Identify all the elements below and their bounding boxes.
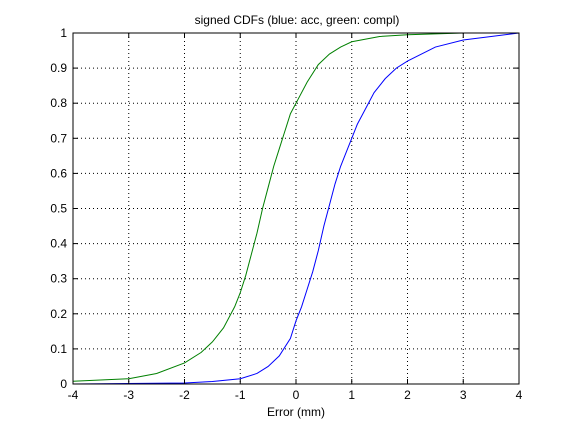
x-axis-title: Error (mm): [267, 405, 325, 419]
x-tick-label: -3: [123, 388, 134, 402]
x-tick-label: 0: [293, 388, 300, 402]
grid-lines: [73, 33, 519, 384]
series-line-blue: [72, 32, 520, 385]
x-tick-label: 2: [404, 388, 411, 402]
y-tick-label: 0.3: [50, 272, 67, 286]
x-tick-label: -4: [68, 388, 79, 402]
y-tick-label: 0: [60, 377, 67, 391]
x-tick-label: -1: [235, 388, 246, 402]
x-tick-label: -2: [179, 388, 190, 402]
series-layer: [72, 32, 520, 385]
y-tick-label: 0.2: [50, 307, 67, 321]
y-tick-label: 0.7: [50, 131, 67, 145]
y-tick-label: 0.9: [50, 61, 67, 75]
axis-ticks: -4 -3 -2 -1 0 1 2 3 4 0 0.1 0.2 0.3 0.4 0.5 0.6 0.7 0.8 0.…: [50, 26, 522, 402]
y-tick-label: 0.8: [50, 96, 67, 110]
x-tick-label: 3: [460, 388, 467, 402]
x-tick-label: 1: [348, 388, 355, 402]
series-line-green: [72, 32, 519, 382]
chart-title: signed CDFs (blue: acc, green: compl): [195, 13, 400, 27]
y-tick-label: 0.4: [50, 237, 67, 251]
y-tick-label: 0.6: [50, 166, 67, 180]
y-tick-label: 0.5: [50, 202, 67, 216]
x-tick-label: 4: [516, 388, 523, 402]
y-tick-label: 1: [60, 26, 67, 40]
y-tick-label: 0.1: [50, 342, 67, 356]
